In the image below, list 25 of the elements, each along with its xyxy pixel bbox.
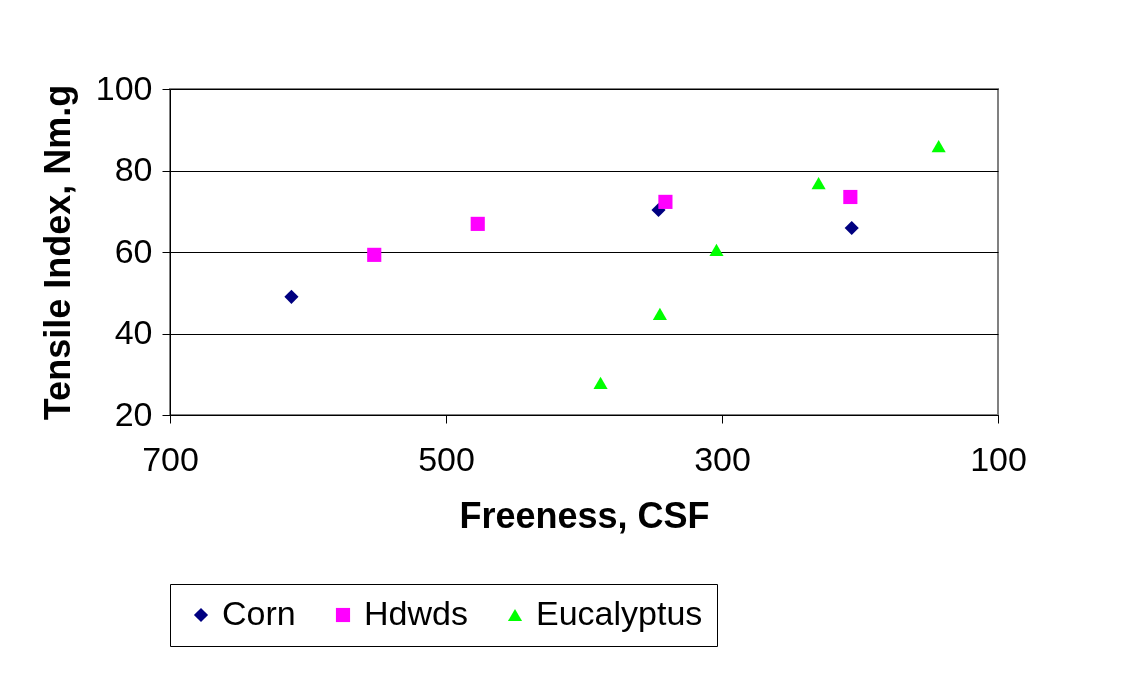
legend-label: Corn (222, 594, 296, 632)
y-tick-label: 40 (114, 313, 153, 351)
point (843, 189, 858, 205)
point (284, 289, 299, 304)
x-tick-label: 700 (142, 439, 199, 478)
point (931, 139, 946, 153)
legend-label: Hdwds (364, 594, 468, 632)
x-tick-label: 100 (970, 439, 1027, 478)
point (844, 220, 859, 236)
x-tick-label: 300 (694, 439, 751, 478)
point (811, 177, 826, 190)
point (658, 194, 673, 209)
y-tick-label: 20 (114, 394, 153, 433)
x-tick-label: 500 (418, 439, 475, 478)
point (709, 243, 724, 257)
point (470, 216, 485, 231)
x-axis-title: Freeness, CSF (459, 494, 710, 536)
y-axis-title: Tensile Index, Nm.g (36, 84, 78, 421)
point (367, 247, 382, 262)
y-tick-label: 80 (114, 150, 153, 188)
y-tick-label: 60 (114, 231, 153, 270)
point (593, 376, 608, 389)
point (652, 307, 667, 321)
legend-label: Eucalyptus (536, 594, 703, 632)
y-tick-label: 100 (95, 68, 153, 107)
